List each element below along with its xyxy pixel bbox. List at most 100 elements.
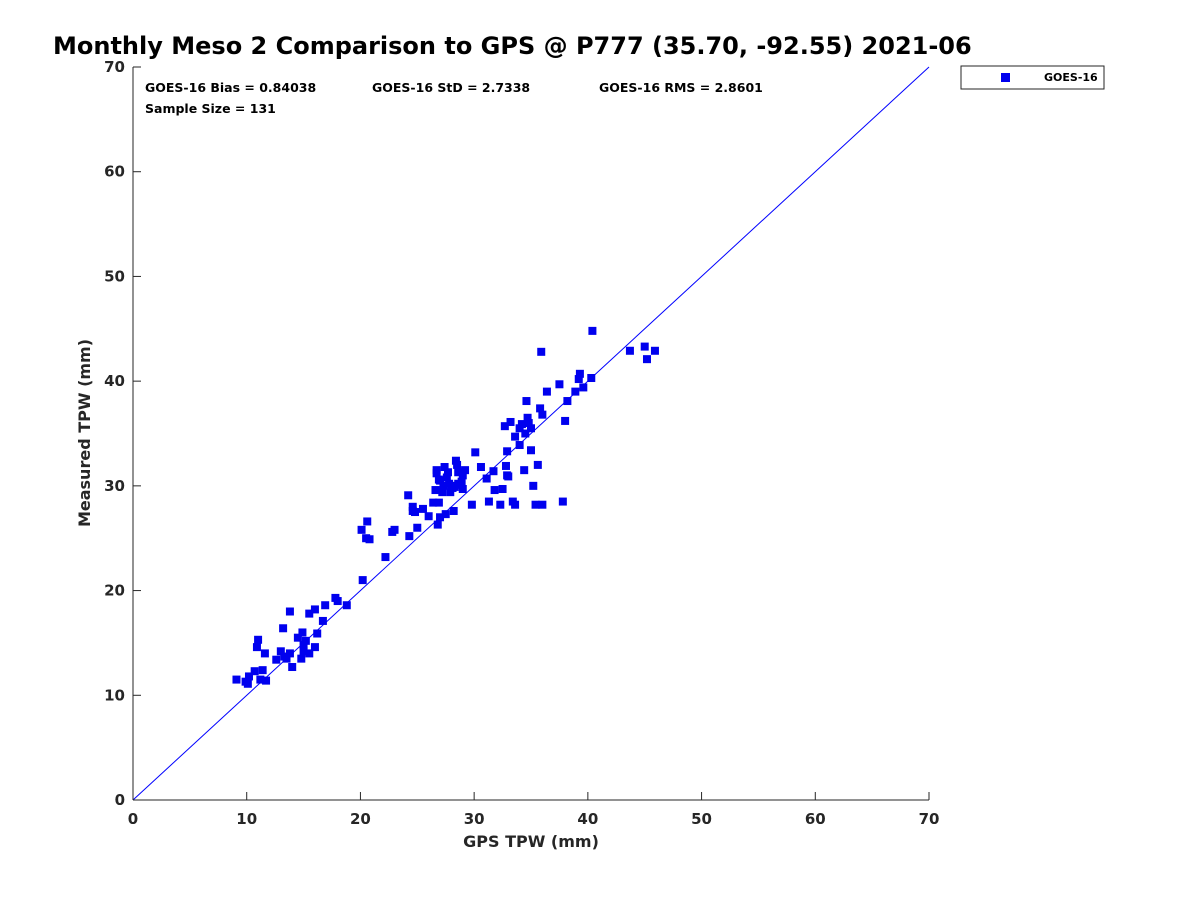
data-point [496,500,505,509]
data-point [537,347,546,356]
data-point [575,369,584,378]
y-tick-label: 10 [104,686,125,704]
y-tick-label: 0 [115,791,125,809]
data-point [443,468,452,477]
x-tick-label: 30 [464,810,485,828]
data-point [476,463,485,472]
y-tick-label: 20 [104,582,125,600]
data-point [524,419,533,428]
data-point [305,649,314,658]
data-point [436,513,445,522]
data-point [454,468,463,477]
data-point [520,466,529,475]
data-point [418,504,427,513]
data-point [318,616,327,625]
data-point [358,576,367,585]
data-point [453,460,462,469]
data-point [650,346,659,355]
axes-layer [132,67,929,801]
data-point [527,424,535,433]
data-point [458,484,467,493]
data-point [515,441,524,450]
legend-label: GOES-16 [1044,71,1098,84]
data-point [310,605,319,614]
data-point [555,380,564,389]
data-point [404,491,413,500]
data-point [357,525,366,534]
y-axis-ticks: 0 10 20 30 40 50 60 70 [104,58,141,809]
data-points-layer [232,326,659,688]
data-point [503,447,512,456]
data-point [471,448,480,457]
data-point [424,512,433,521]
data-point [408,502,417,511]
data-point [563,397,572,406]
data-point [558,497,567,506]
data-point [454,479,463,488]
data-point [390,525,399,534]
data-point [529,481,538,490]
data-point [429,498,438,507]
data-point [434,475,443,484]
data-point [574,375,583,384]
y-axis-label: Measured TPW (mm) [75,339,94,527]
x-tick-label: 50 [691,810,712,828]
data-point [531,500,540,509]
data-point [431,486,440,495]
data-point [521,429,530,438]
data-point [258,666,267,675]
data-point [408,506,417,515]
data-point [413,523,422,532]
one-to-one-line [132,66,930,801]
data-point [272,655,281,664]
data-point [542,387,551,396]
data-point [285,649,294,658]
data-point [305,609,314,618]
data-point [276,647,285,656]
data-point [511,432,520,441]
data-point [299,647,308,656]
data-point [310,643,319,652]
data-point [313,629,322,638]
data-point [587,374,596,383]
data-point [571,387,580,396]
data-point [504,472,513,481]
data-point [288,663,297,672]
data-point [262,676,271,685]
data-point [297,654,306,663]
data-point [260,649,269,658]
data-point [498,484,507,493]
data-point [301,636,310,645]
data-point [511,500,520,509]
data-point [482,474,491,483]
data-point [363,517,372,526]
data-point [442,473,451,482]
x-tick-label: 40 [577,810,598,828]
y-tick-label: 60 [104,163,125,181]
data-point [527,446,535,455]
sample-size-annotation: Sample Size = 131 [145,101,276,116]
data-point [561,416,570,425]
data-point [243,679,252,688]
data-point [461,466,470,475]
bias-annotation: GOES-16 Bias = 0.84038 [145,80,316,95]
data-point [538,500,547,509]
data-point [250,667,259,676]
data-point [298,628,307,637]
data-point [244,672,253,681]
data-point [434,498,443,507]
data-point [433,520,442,529]
data-point [501,461,510,470]
data-point [533,460,542,469]
data-point [517,420,526,429]
data-point [625,346,634,355]
data-point [642,355,651,364]
data-point [333,597,342,606]
data-point [285,607,294,616]
data-point [441,510,450,519]
y-tick-label: 70 [104,58,125,76]
one-to-one-line-layer [132,66,930,801]
x-tick-label: 60 [805,810,826,828]
data-point [588,326,597,335]
